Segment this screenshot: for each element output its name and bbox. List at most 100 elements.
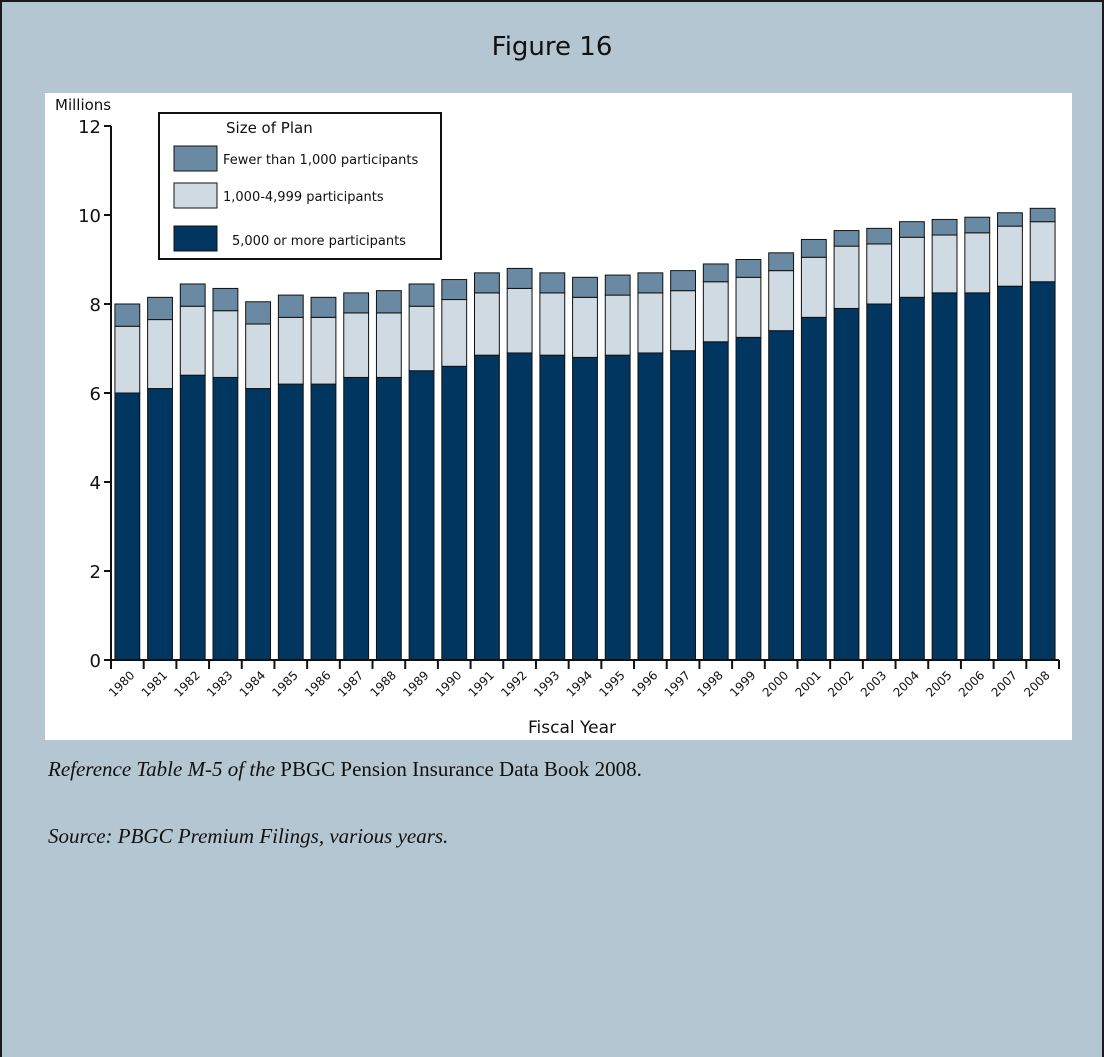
y-tick-label: 0 (90, 651, 101, 672)
x-tick-label: 2000 (760, 668, 791, 699)
bar-small-1989 (408, 283, 435, 307)
y-tick-label: 2 (90, 562, 101, 583)
x-tick-label: 1986 (302, 668, 333, 699)
legend-label-small: Fewer than 1,000 participants (223, 153, 418, 168)
x-tick-label: 1997 (662, 668, 693, 699)
x-tick-label: 2006 (956, 668, 987, 699)
reference-italic: Reference Table M-5 of the (48, 757, 276, 781)
bar-small-1997 (670, 270, 696, 292)
x-tick-label: 1996 (629, 668, 660, 699)
bar-large-1980 (114, 392, 141, 661)
bar-small-2006 (964, 216, 991, 234)
bar-small-1980 (114, 303, 141, 327)
x-tick-label: 1995 (596, 668, 627, 699)
y-tick-label: 6 (90, 384, 101, 405)
x-tick-label: 1990 (433, 668, 464, 699)
bar-large-1981 (147, 388, 173, 661)
bar-medium-1993 (539, 292, 566, 356)
bar-large-1991 (474, 354, 500, 661)
x-tick-label: 1993 (531, 668, 562, 699)
bar-large-2007 (997, 285, 1023, 661)
bar-large-2008 (1029, 281, 1056, 661)
bar-large-1998 (702, 341, 729, 661)
bar-medium-1980 (114, 325, 141, 394)
bar-large-1992 (506, 352, 533, 661)
bar-medium-2005 (931, 234, 958, 294)
bar-small-2000 (768, 252, 795, 272)
x-tick-label: 1982 (171, 668, 202, 699)
bar-medium-1994 (572, 296, 598, 358)
bar-small-2004 (898, 221, 925, 238)
bar-medium-1983 (212, 310, 239, 378)
legend-title: Size of Plan (226, 119, 313, 137)
bar-small-1986 (310, 296, 337, 318)
x-tick-label: 2002 (825, 668, 856, 699)
bar-medium-1995 (604, 294, 631, 356)
bar-medium-1989 (408, 305, 435, 372)
x-tick-label: 1989 (400, 668, 431, 699)
bar-medium-1990 (441, 299, 468, 367)
bar-medium-1981 (147, 319, 173, 390)
bar-large-1988 (375, 376, 402, 661)
x-tick-label: 1999 (727, 668, 758, 699)
bar-medium-1996 (637, 292, 664, 354)
legend-swatch-medium (173, 182, 218, 209)
x-tick-label: 1991 (466, 668, 497, 699)
x-tick-label: 1984 (237, 668, 268, 699)
bar-small-1987 (343, 292, 370, 314)
bar-small-1993 (539, 272, 566, 294)
x-tick-label: 1981 (139, 668, 170, 699)
bar-large-1995 (604, 354, 631, 661)
y-axis-label: Millions (55, 96, 111, 114)
bar-large-1982 (179, 374, 206, 661)
bar-large-1996 (637, 352, 664, 661)
x-tick-label: 2004 (891, 668, 922, 699)
bar-medium-1984 (245, 323, 272, 390)
bar-medium-1982 (179, 305, 206, 376)
x-tick-label: 2007 (989, 668, 1020, 699)
bar-medium-1999 (735, 276, 762, 338)
x-tick-label: 2001 (792, 668, 823, 699)
reference-regular: PBGC Pension Insurance Data Book 2008. (280, 757, 642, 781)
bar-large-2006 (964, 292, 991, 661)
bar-small-1991 (474, 272, 500, 294)
reference-note: Reference Table M-5 of the PBGC Pension … (48, 757, 642, 782)
x-tick-label: 2008 (1021, 668, 1052, 699)
bar-medium-1987 (343, 312, 370, 378)
bar-large-2000 (768, 330, 795, 661)
source-note: Source: PBGC Premium Filings, various ye… (48, 824, 449, 848)
bar-medium-1992 (506, 287, 533, 354)
chart-area: 0 2 4 6 8 10 12 1980 1981 1982 1983 1984 1985 1986 198… (45, 93, 1072, 740)
y-tick-label: 10 (78, 206, 101, 227)
bar-medium-1991 (474, 292, 500, 356)
legend: Size of Plan Fewer than 1,000 participan… (158, 112, 442, 260)
x-tick-label: 2003 (858, 668, 889, 699)
bar-large-1999 (735, 336, 762, 661)
bars-layer (114, 207, 1056, 661)
bar-large-1984 (245, 388, 272, 661)
bar-large-2004 (898, 296, 925, 661)
bar-small-1988 (375, 290, 402, 314)
bar-small-1985 (277, 294, 304, 318)
x-tick-label: 1987 (335, 668, 366, 699)
bar-small-1984 (245, 301, 272, 325)
bar-large-2002 (833, 307, 860, 661)
x-tick-label: 1988 (367, 668, 398, 699)
bar-large-1989 (408, 370, 435, 661)
bar-medium-2001 (800, 256, 827, 318)
bar-small-1996 (637, 272, 664, 294)
bar-small-1992 (506, 267, 533, 289)
bar-large-2001 (800, 316, 827, 661)
bar-medium-2000 (768, 270, 795, 332)
bar-small-1994 (572, 276, 598, 298)
bar-large-1994 (572, 356, 598, 661)
bar-large-1983 (212, 376, 239, 661)
bar-small-2002 (833, 230, 860, 247)
bar-small-2005 (931, 218, 958, 236)
x-tick-label: 1994 (564, 668, 595, 699)
bar-small-1995 (604, 274, 631, 296)
bar-medium-2004 (898, 236, 925, 298)
bar-small-1999 (735, 259, 762, 278)
x-tick-label: 1983 (204, 668, 235, 699)
